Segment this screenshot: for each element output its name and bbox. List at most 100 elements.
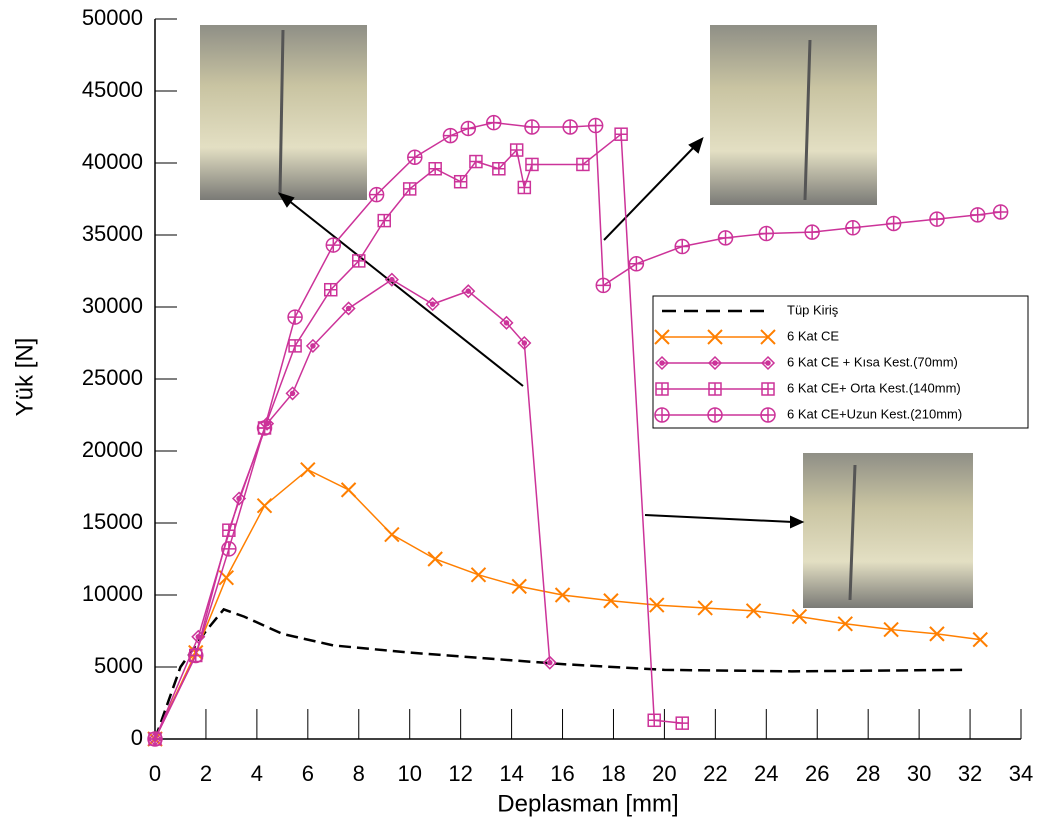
point bbox=[994, 205, 1008, 219]
series-line bbox=[155, 280, 550, 739]
point bbox=[289, 340, 301, 352]
point bbox=[759, 227, 773, 241]
point bbox=[518, 181, 530, 193]
legend-marker bbox=[708, 408, 722, 422]
point bbox=[805, 225, 819, 239]
x-tick-label: 10 bbox=[397, 761, 421, 786]
y-axis-title: Yük [N] bbox=[11, 338, 38, 417]
point bbox=[471, 568, 485, 582]
point bbox=[675, 240, 689, 254]
marker-part bbox=[289, 340, 301, 352]
point bbox=[326, 238, 340, 252]
marker-part bbox=[455, 176, 467, 188]
point bbox=[719, 231, 733, 245]
legend-label: 6 Kat CE + Kısa Kest.(70mm) bbox=[787, 354, 958, 369]
y-tick-label: 35000 bbox=[82, 221, 143, 246]
legend-marker bbox=[655, 408, 669, 422]
point bbox=[258, 421, 272, 435]
marker-part bbox=[385, 528, 399, 542]
legend-label: 6 Kat CE bbox=[787, 328, 839, 343]
arrow bbox=[645, 515, 793, 522]
point bbox=[846, 221, 860, 235]
photo bbox=[803, 453, 973, 608]
y-tick-label: 5000 bbox=[94, 653, 143, 678]
point bbox=[222, 542, 236, 556]
marker-part bbox=[526, 158, 538, 170]
marker-part bbox=[470, 156, 482, 168]
y-tick-label: 10000 bbox=[82, 581, 143, 606]
marker-part bbox=[258, 499, 272, 513]
y-tick-label: 45000 bbox=[82, 77, 143, 102]
chart: Deplasman [mm] Yük [N] 05000100001500020… bbox=[0, 0, 1045, 829]
marker-part bbox=[301, 463, 315, 477]
point bbox=[288, 310, 302, 324]
point bbox=[370, 188, 384, 202]
x-tick-label: 8 bbox=[353, 761, 365, 786]
x-tick-label: 6 bbox=[302, 761, 314, 786]
point bbox=[629, 257, 643, 271]
point bbox=[676, 717, 688, 729]
y-tick-label: 0 bbox=[131, 725, 143, 750]
x-tick-label: 4 bbox=[251, 761, 263, 786]
legend-label: 6 Kat CE+Uzun Kest.(210mm) bbox=[787, 406, 962, 421]
legend-marker bbox=[761, 408, 775, 422]
point bbox=[428, 552, 442, 566]
x-tick-label: 18 bbox=[601, 761, 625, 786]
marker-part bbox=[522, 341, 526, 345]
x-tick-label: 24 bbox=[754, 761, 778, 786]
marker-part bbox=[390, 278, 394, 282]
marker-part bbox=[766, 361, 770, 365]
marker-part bbox=[428, 552, 442, 566]
marker-part bbox=[347, 306, 351, 310]
x-axis-title: Deplasman [mm] bbox=[497, 790, 678, 817]
point bbox=[342, 483, 356, 497]
point bbox=[470, 156, 482, 168]
point bbox=[385, 528, 399, 542]
marker-part bbox=[504, 321, 508, 325]
point bbox=[301, 463, 315, 477]
photo bbox=[710, 25, 877, 205]
x-tick-label: 2 bbox=[200, 761, 212, 786]
point bbox=[189, 648, 203, 662]
y-tick-label: 15000 bbox=[82, 509, 143, 534]
marker-part bbox=[518, 181, 530, 193]
marker-part bbox=[466, 289, 470, 293]
marker-part bbox=[660, 361, 664, 365]
point bbox=[589, 119, 603, 133]
point bbox=[427, 298, 439, 310]
arrow bbox=[604, 146, 695, 240]
point bbox=[443, 129, 457, 143]
x-tick-label: 26 bbox=[805, 761, 829, 786]
arrow-head bbox=[791, 517, 802, 527]
x-tick-label: 0 bbox=[149, 761, 161, 786]
marker-part bbox=[548, 661, 552, 665]
point bbox=[408, 150, 422, 164]
point bbox=[525, 120, 539, 134]
point bbox=[971, 208, 985, 222]
marker-part bbox=[471, 568, 485, 582]
x-tick-label: 16 bbox=[550, 761, 574, 786]
marker-part bbox=[676, 717, 688, 729]
y-tick-label: 30000 bbox=[82, 293, 143, 318]
point bbox=[258, 499, 272, 513]
marker-part bbox=[291, 391, 295, 395]
point bbox=[148, 732, 162, 746]
x-tick-label: 32 bbox=[958, 761, 982, 786]
x-tick-label: 28 bbox=[856, 761, 880, 786]
point bbox=[487, 116, 501, 130]
point bbox=[461, 121, 475, 135]
x-tick-label: 22 bbox=[703, 761, 727, 786]
point bbox=[455, 176, 467, 188]
legend-label: Tüp Kiriş bbox=[787, 302, 839, 317]
series-line bbox=[155, 134, 682, 739]
marker-part bbox=[512, 579, 526, 593]
y-tick-label: 50000 bbox=[82, 5, 143, 30]
marker-part bbox=[431, 302, 435, 306]
y-tick-label: 25000 bbox=[82, 365, 143, 390]
y-tick-label: 20000 bbox=[82, 437, 143, 462]
marker-part bbox=[342, 483, 356, 497]
x-tick-label: 12 bbox=[448, 761, 472, 786]
marker-part bbox=[311, 344, 315, 348]
point bbox=[930, 212, 944, 226]
point bbox=[596, 278, 610, 292]
